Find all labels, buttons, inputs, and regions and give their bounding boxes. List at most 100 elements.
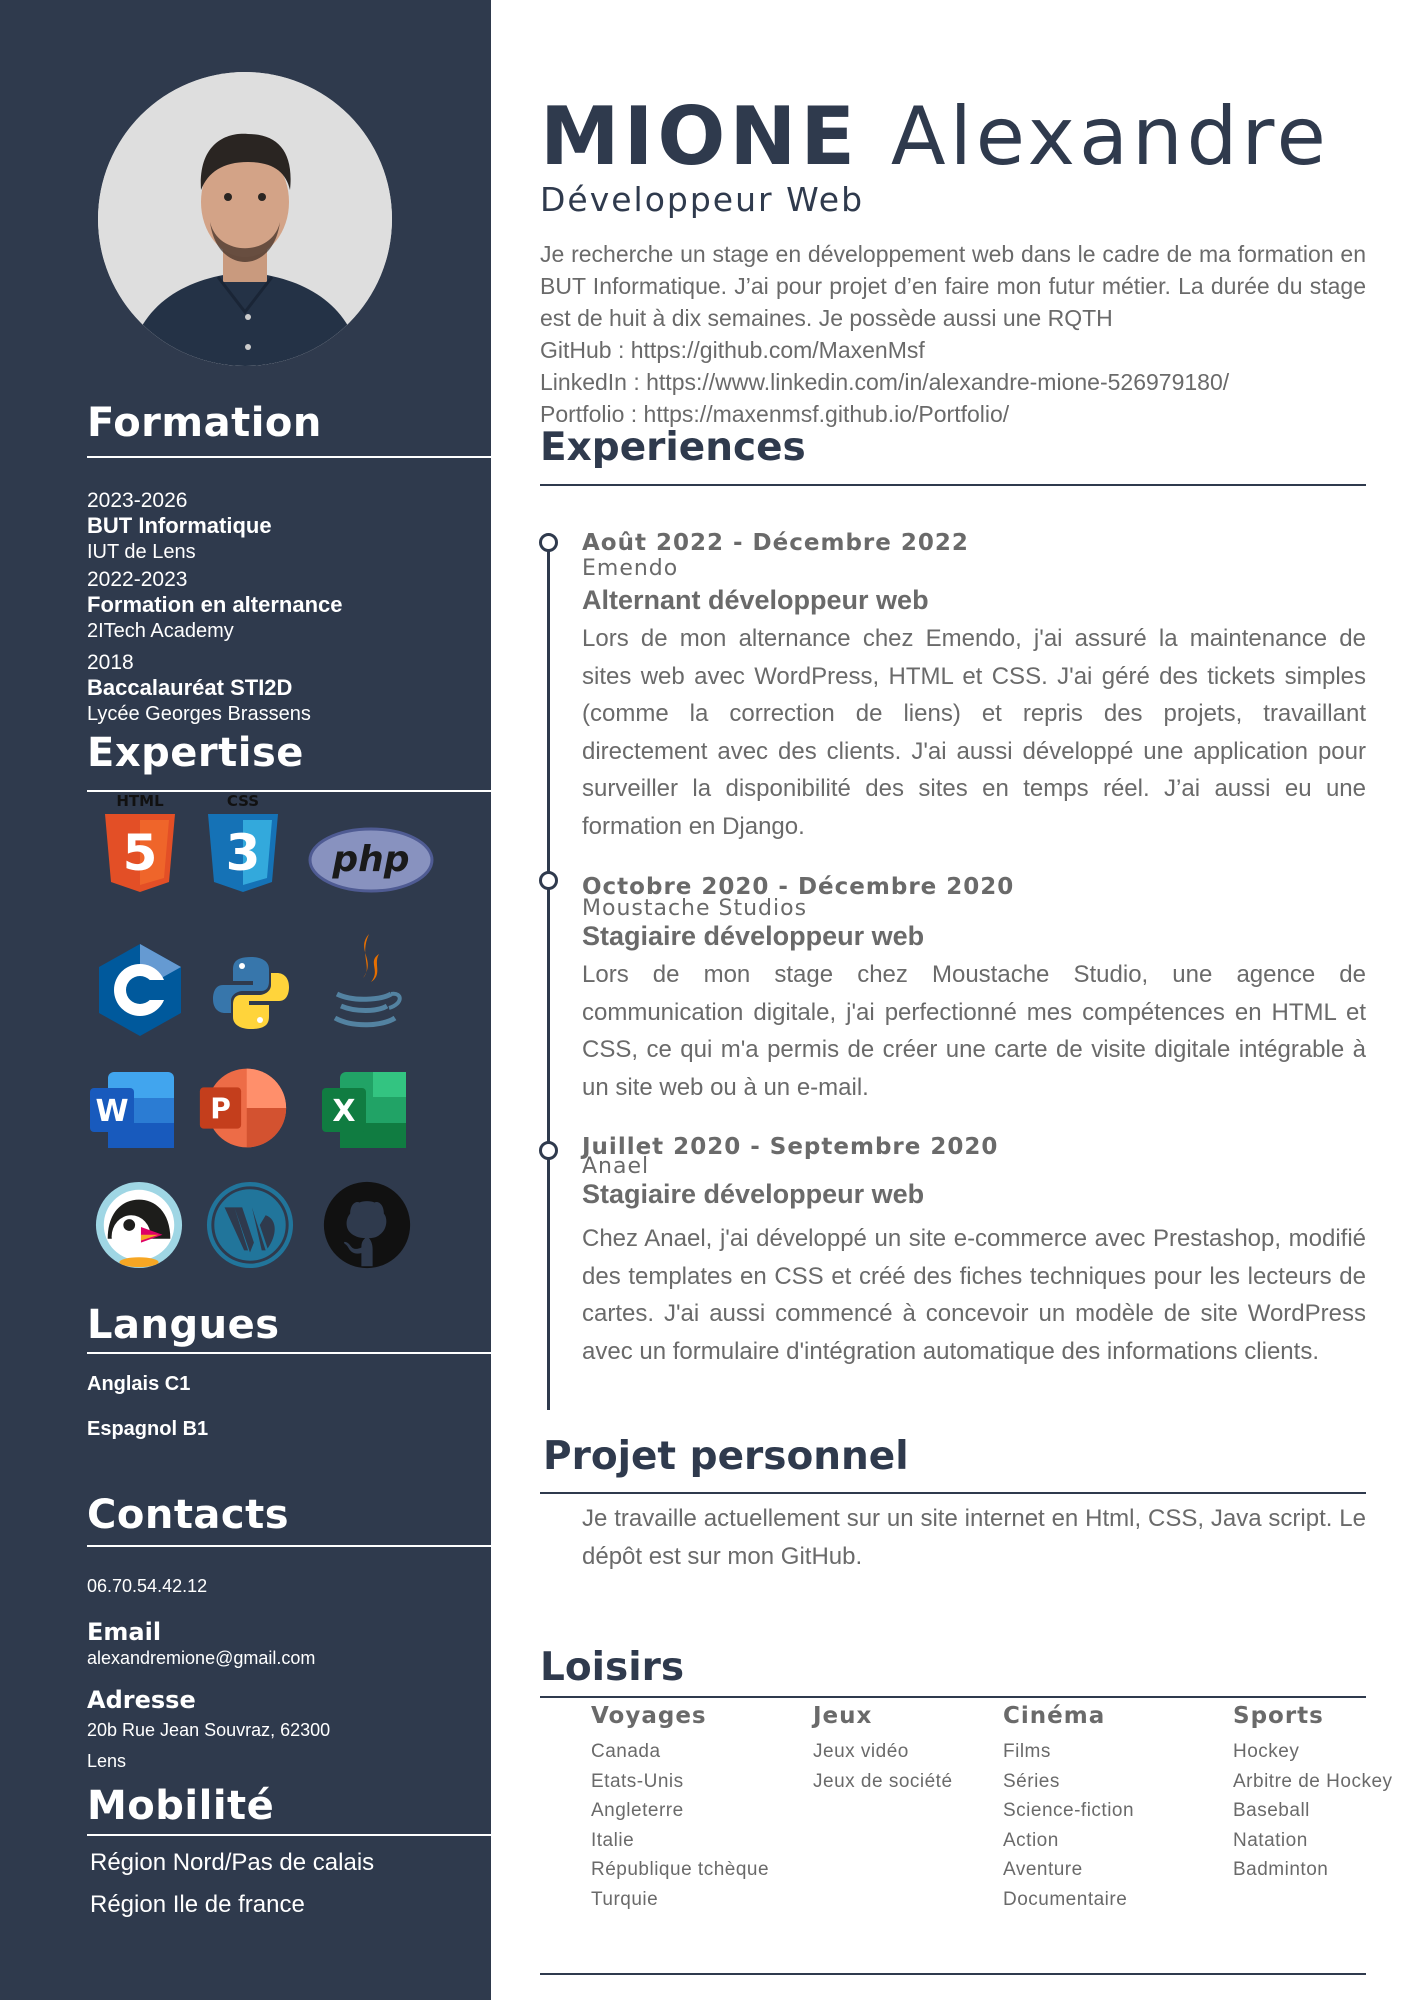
- experience-company: Emendo: [582, 556, 679, 581]
- hobby-item: Angleterre: [591, 1800, 684, 1822]
- hobby-heading: Sports: [1233, 1703, 1324, 1729]
- python-icon: [206, 948, 296, 1038]
- experience-date: Juillet 2020 - Septembre 2020: [582, 1134, 999, 1160]
- timeline-dot: [539, 871, 558, 890]
- hobby-item: République tchèque: [591, 1859, 770, 1881]
- hobby-item: Documentaire: [1003, 1888, 1128, 1910]
- powerpoint-icon: P: [198, 1063, 288, 1153]
- address-line: 20b Rue Jean Souvraz, 62300: [87, 1720, 331, 1740]
- mobilite-title: Mobilité: [87, 1783, 275, 1829]
- hobby-heading: Voyages: [591, 1703, 707, 1729]
- divider: [540, 1492, 1366, 1494]
- email-address[interactable]: alexandremione@gmail.com: [87, 1648, 316, 1668]
- intro-text: Je recherche un stage en développement w…: [540, 241, 1366, 331]
- experience-date: Octobre 2020 - Décembre 2020: [582, 874, 1015, 900]
- experience-position: Stagiaire développeur web: [582, 1179, 925, 1209]
- langues-title: Langues: [87, 1302, 280, 1348]
- full-name: MIONE Alexandre: [540, 90, 1330, 183]
- profile-photo: [98, 72, 392, 366]
- hobby-item: Natation: [1233, 1829, 1308, 1851]
- hobby-column-cinema: Cinéma Films Séries Science-fiction Acti…: [1003, 1703, 1134, 1915]
- language-item: Anglais C1: [87, 1373, 191, 1395]
- html-label: HTML: [116, 792, 164, 810]
- hobby-item: Aventure: [1003, 1859, 1083, 1881]
- formation-school: 2ITech Academy: [87, 619, 234, 642]
- experience-item: Juillet 2020 - Septembre 2020 Anael Stag…: [582, 1134, 1366, 1370]
- hobby-column-voyages: Voyages Canada Etats-Unis Angleterre Ita…: [591, 1703, 769, 1915]
- projet-title: Projet personnel: [543, 1434, 909, 1479]
- experience-description: Lors de mon stage chez Moustache Studio,…: [582, 961, 1366, 1101]
- divider: [87, 790, 491, 792]
- experience-position: Stagiaire développeur web: [582, 921, 925, 951]
- hobby-column-jeux: Jeux Jeux vidéo Jeux de société: [813, 1703, 953, 1796]
- experience-company: Anael: [582, 1154, 650, 1179]
- experiences-title: Experiences: [540, 425, 806, 470]
- experience-position: Alternant développeur web: [582, 585, 929, 615]
- formation-title: Formation: [87, 400, 322, 446]
- formation-years: 2022-2023: [87, 568, 188, 591]
- hobby-item: Badminton: [1233, 1859, 1329, 1881]
- hobby-item: Séries: [1003, 1770, 1060, 1792]
- hobby-item: Science-fiction: [1003, 1800, 1135, 1822]
- divider: [540, 1973, 1366, 1975]
- loisirs-title: Loisirs: [540, 1645, 685, 1690]
- github-icon: [322, 1180, 412, 1270]
- first-name: Alexandre: [890, 90, 1330, 183]
- hobby-item: Canada: [591, 1741, 661, 1762]
- hobby-column-sports: Sports Hockey Arbitre de Hockey Baseball…: [1233, 1703, 1393, 1885]
- hobby-heading: Cinéma: [1003, 1703, 1106, 1729]
- hobby-item: Jeux vidéo: [813, 1741, 909, 1762]
- expertise-title: Expertise: [87, 730, 304, 776]
- language-item: Espagnol B1: [87, 1418, 209, 1440]
- experience-item: Août 2022 - Décembre 2022 Emendo Alterna…: [582, 530, 1366, 845]
- formation-years: 2018: [87, 651, 134, 674]
- hobby-item: Arbitre de Hockey: [1233, 1770, 1393, 1792]
- formation-item: 2022-2023 Formation en alternance 2ITech…: [87, 567, 343, 643]
- formation-degree: Formation en alternance: [87, 592, 343, 618]
- portfolio-link[interactable]: Portfolio : https://maxenmsf.github.io/P…: [540, 401, 1010, 427]
- formation-school: IUT de Lens: [87, 540, 196, 563]
- html5-icon: HTML 5: [95, 792, 185, 892]
- experience-item: Octobre 2020 - Décembre 2020 Moustache S…: [582, 874, 1366, 1106]
- hobby-item: Hockey: [1233, 1741, 1300, 1762]
- java-icon: [320, 930, 410, 1040]
- address-label: Adresse: [87, 1686, 196, 1714]
- formation-degree: Baccalauréat STI2D: [87, 675, 293, 701]
- powerpoint-letter: P: [210, 1092, 231, 1125]
- word-letter: W: [95, 1094, 128, 1129]
- prestashop-icon: [94, 1180, 184, 1270]
- c-language-icon: [95, 944, 185, 1036]
- timeline-dot: [539, 533, 558, 552]
- divider: [87, 1834, 491, 1836]
- formation-degree: BUT Informatique: [87, 513, 272, 539]
- hobby-item: Turquie: [591, 1888, 659, 1910]
- hobby-item: Films: [1003, 1741, 1051, 1762]
- timeline-line: [547, 540, 550, 1410]
- linkedin-link[interactable]: LinkedIn : https://www.linkedin.com/in/a…: [540, 369, 1230, 395]
- wordpress-icon: [205, 1180, 295, 1270]
- phone-number[interactable]: 06.70.54.42.12: [87, 1576, 208, 1596]
- contacts-title: Contacts: [87, 1492, 290, 1538]
- timeline-dot: [539, 1141, 558, 1160]
- formation-years: 2023-2026: [87, 489, 188, 512]
- hobby-item: Etats-Unis: [591, 1770, 684, 1792]
- sidebar: Formation 2023-2026 BUT Informatique IUT…: [0, 0, 491, 2000]
- github-link[interactable]: GitHub : https://github.com/MaxenMsf: [540, 337, 925, 363]
- css3-icon: CSS 3: [198, 792, 288, 892]
- php-text: php: [331, 839, 409, 880]
- address-city: Lens: [87, 1751, 127, 1771]
- mobility-item: Région Ile de france: [90, 1891, 305, 1918]
- experience-description: Lors de mon alternance chez Emendo, j'ai…: [582, 625, 1366, 840]
- hobby-item: Jeux de société: [813, 1770, 953, 1792]
- experience-description: Chez Anael, j'ai développé un site e-com…: [582, 1225, 1366, 1365]
- divider: [87, 1545, 491, 1547]
- css-label: CSS: [227, 792, 259, 810]
- divider: [87, 1352, 491, 1354]
- divider: [540, 484, 1366, 486]
- excel-letter: X: [332, 1094, 355, 1129]
- css3-glyph: 3: [226, 824, 261, 882]
- divider: [540, 1696, 1366, 1698]
- formation-item: 2023-2026 BUT Informatique IUT de Lens: [87, 488, 272, 564]
- hobby-item: Italie: [591, 1829, 635, 1851]
- mobility-item: Région Nord/Pas de calais: [90, 1849, 375, 1876]
